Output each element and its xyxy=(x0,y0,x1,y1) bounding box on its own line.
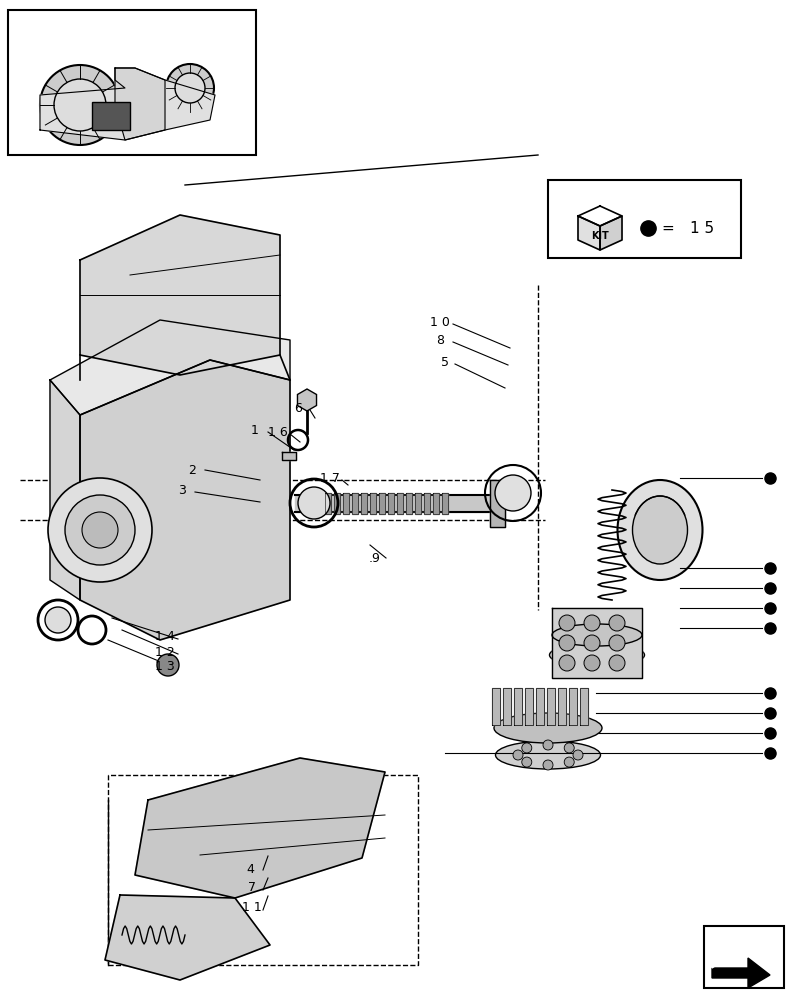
Polygon shape xyxy=(711,958,723,968)
Polygon shape xyxy=(281,452,296,460)
Text: 1 7: 1 7 xyxy=(320,472,340,485)
Text: 3: 3 xyxy=(178,484,186,496)
Ellipse shape xyxy=(549,643,644,667)
Polygon shape xyxy=(50,320,290,415)
Ellipse shape xyxy=(495,741,600,769)
Bar xyxy=(547,180,740,258)
Polygon shape xyxy=(577,206,621,226)
Polygon shape xyxy=(569,688,577,725)
Circle shape xyxy=(558,635,574,651)
Bar xyxy=(703,926,783,988)
Text: 1 6: 1 6 xyxy=(268,426,288,438)
Polygon shape xyxy=(577,216,599,250)
Circle shape xyxy=(65,495,135,565)
Circle shape xyxy=(495,475,530,511)
Polygon shape xyxy=(351,493,358,514)
Polygon shape xyxy=(599,216,621,250)
Circle shape xyxy=(543,740,552,750)
Circle shape xyxy=(583,615,599,631)
Circle shape xyxy=(558,615,574,631)
Circle shape xyxy=(608,635,624,651)
Circle shape xyxy=(513,750,522,760)
Polygon shape xyxy=(711,958,769,988)
Circle shape xyxy=(521,757,531,767)
Polygon shape xyxy=(547,688,554,725)
Text: 1 3: 1 3 xyxy=(155,660,174,674)
Text: 1 0: 1 0 xyxy=(430,316,449,328)
Polygon shape xyxy=(379,493,384,514)
Text: 1 1: 1 1 xyxy=(242,901,262,914)
Text: KIT: KIT xyxy=(590,231,608,241)
Circle shape xyxy=(298,487,329,519)
Polygon shape xyxy=(324,493,331,514)
Polygon shape xyxy=(397,493,402,514)
Circle shape xyxy=(608,615,624,631)
Polygon shape xyxy=(414,493,420,514)
Polygon shape xyxy=(432,493,439,514)
Polygon shape xyxy=(406,493,411,514)
Polygon shape xyxy=(502,688,510,725)
Polygon shape xyxy=(551,608,642,678)
Text: 1 5: 1 5 xyxy=(689,221,713,236)
Polygon shape xyxy=(361,493,367,514)
Polygon shape xyxy=(294,495,500,512)
Circle shape xyxy=(157,654,178,676)
Circle shape xyxy=(608,655,624,671)
Polygon shape xyxy=(115,68,165,140)
Text: 5: 5 xyxy=(440,356,448,368)
Circle shape xyxy=(48,478,152,582)
Polygon shape xyxy=(105,895,270,980)
Polygon shape xyxy=(423,493,430,514)
Text: 7: 7 xyxy=(247,882,255,894)
Circle shape xyxy=(543,760,552,770)
Circle shape xyxy=(54,79,106,131)
Polygon shape xyxy=(50,380,80,600)
Circle shape xyxy=(40,65,120,145)
Circle shape xyxy=(558,655,574,671)
Polygon shape xyxy=(489,480,504,527)
Circle shape xyxy=(583,655,599,671)
Text: 8: 8 xyxy=(436,334,444,347)
Polygon shape xyxy=(441,493,448,514)
Polygon shape xyxy=(333,493,340,514)
Text: 1: 1 xyxy=(251,424,259,436)
Text: 1 4: 1 4 xyxy=(155,630,174,644)
Text: 1 2: 1 2 xyxy=(155,646,174,658)
Polygon shape xyxy=(579,688,587,725)
Polygon shape xyxy=(388,493,393,514)
Circle shape xyxy=(165,64,214,112)
Bar xyxy=(8,10,255,155)
Ellipse shape xyxy=(493,713,601,743)
Polygon shape xyxy=(513,688,521,725)
Polygon shape xyxy=(491,688,500,725)
Text: 4: 4 xyxy=(246,863,254,876)
Polygon shape xyxy=(535,688,543,725)
Circle shape xyxy=(175,73,204,103)
Circle shape xyxy=(82,512,118,548)
Text: 2: 2 xyxy=(188,464,195,477)
Text: 6: 6 xyxy=(294,401,302,414)
Polygon shape xyxy=(135,758,384,898)
Polygon shape xyxy=(525,688,532,725)
Ellipse shape xyxy=(551,624,642,646)
Text: =: = xyxy=(661,221,674,236)
Ellipse shape xyxy=(632,496,687,564)
Circle shape xyxy=(564,743,573,753)
Ellipse shape xyxy=(616,480,702,580)
Circle shape xyxy=(45,607,71,633)
Polygon shape xyxy=(40,68,215,140)
Bar xyxy=(108,775,418,965)
Polygon shape xyxy=(80,215,280,375)
Bar xyxy=(92,102,130,130)
Circle shape xyxy=(564,757,573,767)
Polygon shape xyxy=(80,360,290,640)
Circle shape xyxy=(573,750,582,760)
Circle shape xyxy=(521,743,531,753)
Circle shape xyxy=(583,635,599,651)
Text: .9: .9 xyxy=(369,552,380,564)
Polygon shape xyxy=(370,493,375,514)
Polygon shape xyxy=(557,688,565,725)
Polygon shape xyxy=(342,493,349,514)
